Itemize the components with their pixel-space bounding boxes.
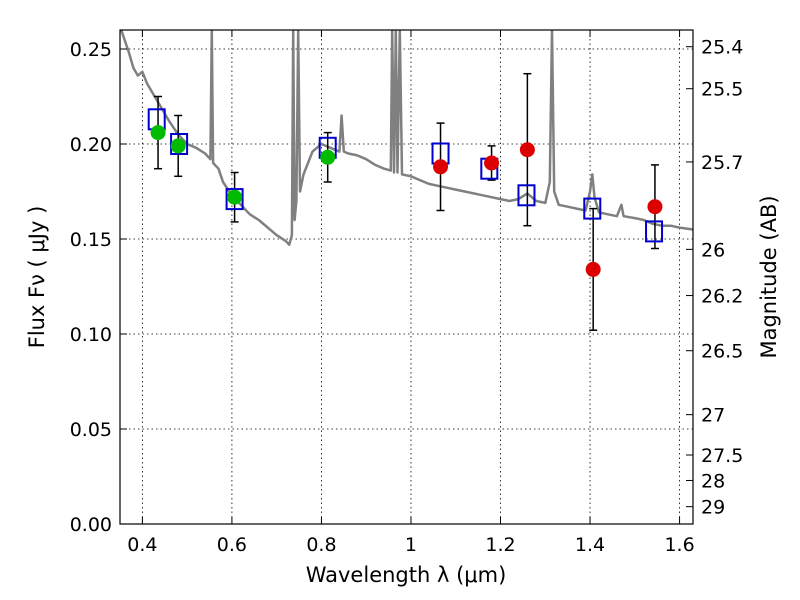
x-tick-label: 1.4 (575, 534, 605, 556)
observed-point-marker (647, 199, 663, 215)
y-tick-label: 0.20 (70, 134, 112, 156)
magnitude-axis-ticks: 25.4 25.5 25.7 26 26.2 26.5 27 27.5 28 29 (686, 37, 743, 519)
model-square-marker (583, 197, 602, 220)
plot-frame (119, 29, 694, 525)
magnitude-tick-label: 27.5 (701, 445, 743, 467)
observed-point-marker (150, 125, 166, 141)
magnitude-tick-label: 27 (701, 405, 725, 427)
y-tick-label: 0.25 (70, 39, 112, 61)
magnitude-tick-label: 26.2 (701, 286, 743, 308)
observed-point-marker (170, 138, 186, 154)
model-spectrum (120, 30, 693, 246)
magnitude-tick-label: 26 (701, 239, 725, 261)
observed-point-marker (227, 189, 243, 205)
x-tick-label: 0.8 (306, 534, 336, 556)
y-tick-label: 0.00 (70, 514, 112, 536)
observed-point-marker (484, 155, 500, 171)
x-axis-label: Wavelength λ (μm) (306, 563, 507, 587)
x-tick-label: 0.6 (217, 534, 247, 556)
grid-lines (120, 30, 693, 525)
model-square-marker (225, 188, 244, 211)
magnitude-tick-label: 25.4 (701, 37, 743, 59)
x-tick-label: 1.6 (664, 534, 694, 556)
observed-point-marker (585, 261, 601, 277)
y-tick-label: 0.05 (70, 419, 112, 441)
magnitude-tick-label: 28 (701, 470, 725, 492)
magnitude-tick-label: 29 (701, 497, 725, 519)
y-axis-label: Flux Fν ( μJy ) (25, 206, 49, 349)
magnitude-tick-label: 25.5 (701, 79, 743, 101)
x-tick-label: 0.4 (127, 534, 157, 556)
magnitude-tick-label: 25.7 (701, 152, 743, 174)
x-tick-label: 1.2 (485, 534, 515, 556)
observed-points (150, 125, 663, 277)
model-spectrum-line (120, 30, 693, 246)
model-square-marker (645, 220, 664, 243)
y-tick-label: 0.10 (70, 324, 112, 346)
observed-point-marker (433, 159, 449, 175)
x-tick-label: 1 (405, 534, 417, 556)
model-square-marker (517, 184, 536, 207)
observed-point-marker (519, 142, 535, 158)
observed-point-marker (320, 149, 336, 165)
x-axis-ticks: 0.4 0.6 0.8 1 1.2 1.4 1.6 (127, 30, 695, 556)
y-axis-ticks: 0.00 0.05 0.10 0.15 0.20 0.25 (70, 39, 127, 536)
magnitude-axis-label: Magnitude (AB) (757, 195, 781, 358)
magnitude-tick-label: 26.5 (701, 341, 743, 363)
y-tick-label: 0.15 (70, 229, 112, 251)
